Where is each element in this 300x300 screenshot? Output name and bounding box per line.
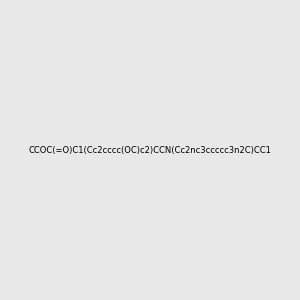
Text: CCOC(=O)C1(Cc2cccc(OC)c2)CCN(Cc2nc3ccccc3n2C)CC1: CCOC(=O)C1(Cc2cccc(OC)c2)CCN(Cc2nc3ccccc…	[28, 146, 272, 154]
